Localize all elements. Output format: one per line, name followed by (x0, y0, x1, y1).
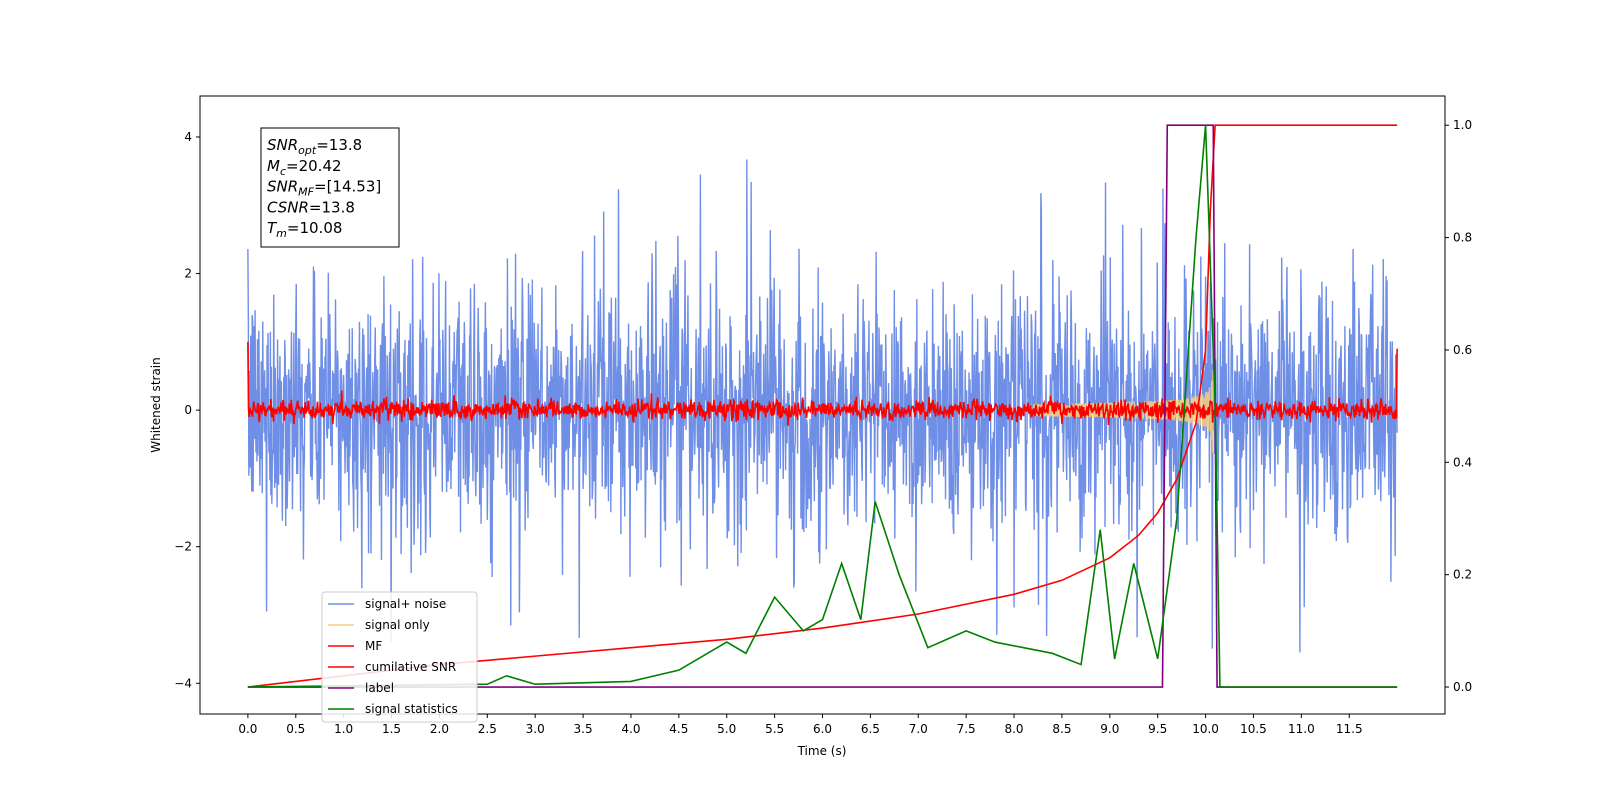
x-tick-label: 3.5 (574, 722, 593, 736)
series-signal-noise (247, 159, 1398, 653)
y2-tick-label: 0.2 (1453, 568, 1472, 582)
x-tick-label: 7.0 (909, 722, 928, 736)
legend-entry: MF (365, 639, 382, 653)
y-tick-label: 2 (184, 267, 192, 281)
series-cumulative-snr (247, 124, 1398, 688)
series-mf (247, 341, 1398, 426)
x-tick-label: 11.0 (1288, 722, 1315, 736)
y-axis-right: 1.0 0.8 0.6 0.4 0.2 0.0 (1445, 118, 1472, 694)
annotation-line: Mc=20.42 (267, 157, 342, 178)
annotation-line: SNRopt=13.8 (267, 136, 362, 157)
x-tick-label: 1.0 (334, 722, 353, 736)
annotation-line: SNRMF=[14.53] (267, 178, 381, 199)
x-tick-label: 11.5 (1336, 722, 1363, 736)
x-tick-label: 2.0 (430, 722, 449, 736)
x-tick-label: 4.5 (669, 722, 688, 736)
x-tick-label: 8.5 (1052, 722, 1071, 736)
x-tick-label: 0.5 (286, 722, 305, 736)
legend-entry: label (365, 681, 394, 695)
x-tick-label: 6.5 (861, 722, 880, 736)
series-signal-statistics (247, 125, 1398, 688)
y-tick-label: 4 (184, 130, 192, 144)
annotation-box: SNRopt=13.8Mc=20.42SNRMF=[14.53]CSNR=13.… (260, 127, 400, 248)
x-tick-label: 3.0 (526, 722, 545, 736)
y2-tick-label: 0.0 (1453, 680, 1472, 694)
x-tick-label: 5.5 (765, 722, 784, 736)
y-tick-label: 0 (184, 403, 192, 417)
x-axis-label: Time (s) (797, 744, 847, 758)
x-axis: 0.0 0.5 1.0 1.5 2.0 2.5 3.0 3.5 4.0 4.5 5.0 5.5 6.0 6… (238, 714, 1363, 736)
annotation-frame (260, 127, 400, 248)
x-tick-label: 10.0 (1192, 722, 1219, 736)
y2-tick-label: 0.8 (1453, 231, 1472, 245)
x-tick-label: 1.5 (382, 722, 401, 736)
x-tick-label: 8.0 (1004, 722, 1023, 736)
y2-tick-label: 1.0 (1453, 118, 1472, 132)
legend-entry: signal+ noise (365, 597, 446, 611)
x-tick-label: 7.5 (957, 722, 976, 736)
x-tick-label: 2.5 (478, 722, 497, 736)
x-tick-label: 10.5 (1240, 722, 1267, 736)
y2-tick-label: 0.6 (1453, 343, 1472, 357)
x-tick-label: 9.5 (1148, 722, 1167, 736)
y2-tick-label: 0.4 (1453, 455, 1472, 469)
series-layer (247, 124, 1398, 688)
legend-entry: signal only (365, 618, 430, 632)
x-tick-label: 5.0 (717, 722, 736, 736)
legend-entry: cumilative SNR (365, 660, 456, 674)
annotation-line: CSNR=13.8 (267, 198, 355, 216)
x-tick-label: 4.0 (621, 722, 640, 736)
legend-entry: signal statistics (365, 702, 458, 716)
x-tick-label: 0.0 (238, 722, 257, 736)
legend-frame (321, 591, 478, 723)
legend: signal+ noise signal only MF cumilative SNR… (321, 591, 478, 723)
y-tick-label: −4 (174, 676, 192, 690)
x-tick-label: 6.0 (813, 722, 832, 736)
y-axis-left: 4 2 0 −2 −4 (174, 130, 200, 690)
x-tick-label: 9.0 (1100, 722, 1119, 736)
y-axis-label: Whitened strain (149, 357, 163, 453)
annotation-line: Tm=10.08 (267, 219, 342, 240)
y-tick-label: −2 (174, 540, 192, 554)
